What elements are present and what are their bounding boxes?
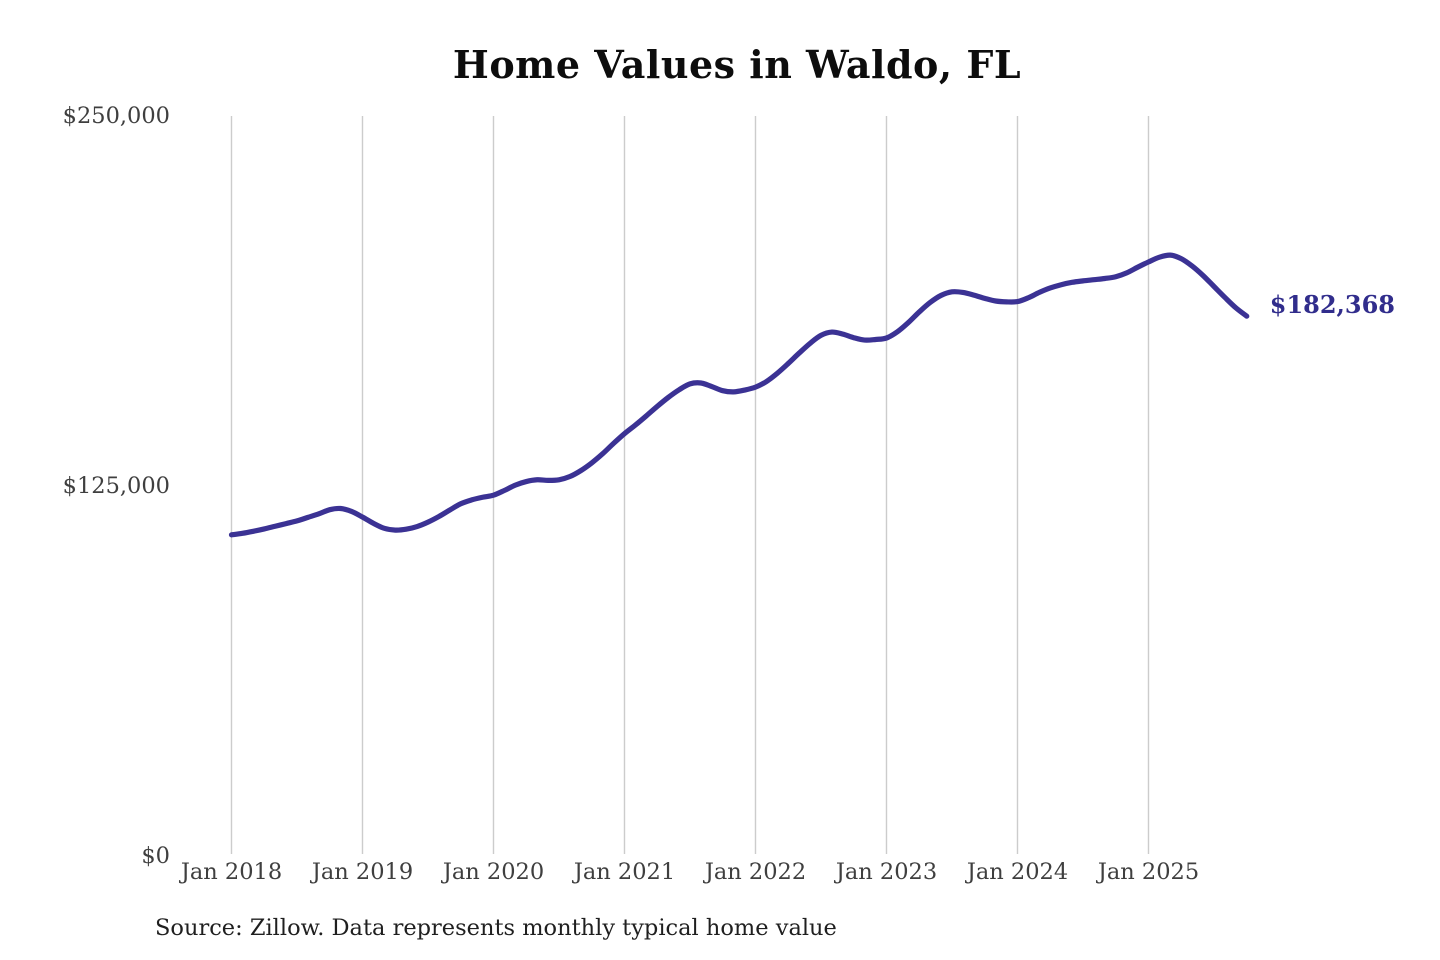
x-axis-tick-label: Jan 2022 bbox=[704, 859, 807, 885]
x-axis-tick-label: Jan 2021 bbox=[573, 859, 676, 885]
y-axis-tick-label: $0 bbox=[141, 843, 170, 869]
x-axis-tick-label: Jan 2019 bbox=[311, 859, 414, 885]
x-axis-tick-label: Jan 2025 bbox=[1097, 859, 1200, 885]
current-value-label: $182,368 bbox=[1269, 290, 1395, 320]
x-axis-tick-label: Jan 2018 bbox=[180, 859, 283, 885]
home-value-line bbox=[228, 252, 1250, 538]
y-axis-tick-label: $250,000 bbox=[62, 103, 170, 129]
x-axis-tick-label: Jan 2020 bbox=[442, 859, 545, 885]
source-note: Source: Zillow. Data represents monthly … bbox=[155, 915, 837, 941]
x-axis-tick-label: Jan 2023 bbox=[835, 859, 938, 885]
chart-title: Home Values in Waldo, FL bbox=[452, 42, 1022, 87]
y-axis-tick-label: $125,000 bbox=[62, 473, 170, 499]
x-axis-tick-label: Jan 2024 bbox=[966, 859, 1069, 885]
